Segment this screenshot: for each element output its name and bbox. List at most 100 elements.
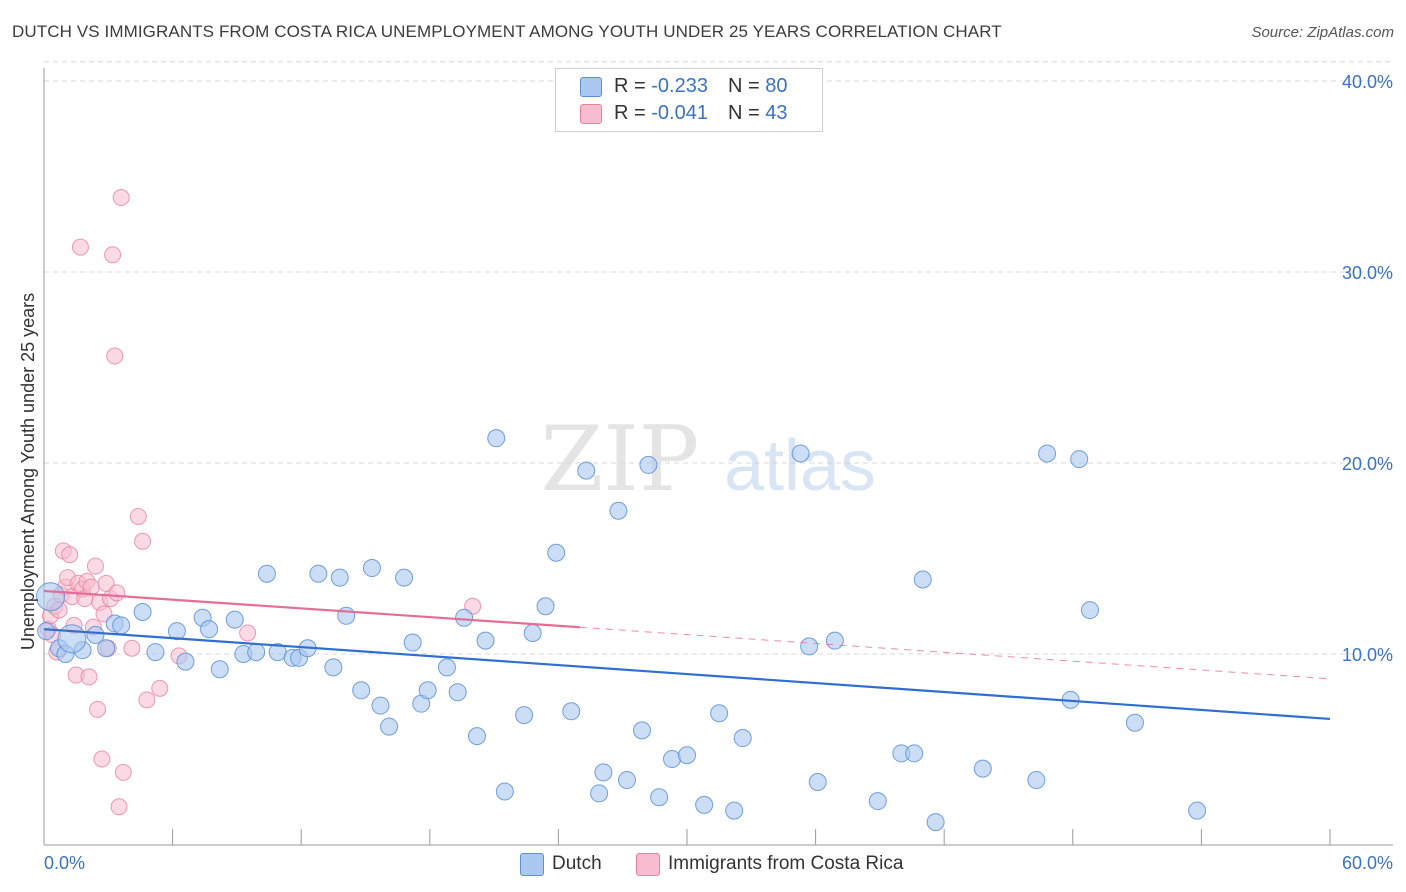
y-tick-label: 10.0% — [1342, 645, 1393, 665]
cr-r-label: R = — [614, 102, 652, 124]
point-dutch — [800, 637, 819, 656]
points-dutch — [35, 429, 1207, 832]
point-dutch — [133, 602, 152, 621]
point-costa-rica — [108, 584, 126, 602]
trend-line-costa-rica — [579, 626, 1331, 680]
point-dutch — [905, 744, 924, 763]
point-dutch — [1070, 450, 1089, 469]
point-costa-rica — [151, 679, 169, 697]
point-dutch — [973, 759, 992, 778]
point-dutch — [678, 746, 696, 765]
point-dutch — [467, 727, 486, 746]
point-costa-rica — [89, 700, 107, 718]
watermark: ZIP atlas — [541, 407, 876, 512]
point-dutch — [523, 623, 542, 642]
trend-line-dutch — [43, 628, 1331, 721]
point-dutch — [536, 597, 555, 616]
point-dutch — [324, 658, 343, 677]
point-dutch — [210, 660, 229, 679]
grid-layer — [44, 61, 1393, 655]
trend-layer — [43, 589, 1331, 721]
dutch-r-value: -0.233 — [651, 75, 708, 97]
point-dutch — [352, 681, 371, 700]
point-costa-rica — [129, 507, 147, 525]
point-costa-rica — [106, 347, 124, 365]
point-costa-rica — [61, 546, 79, 564]
point-costa-rica — [93, 750, 111, 768]
point-dutch — [639, 455, 658, 474]
y-tick-label: 40.0% — [1342, 72, 1393, 92]
dutch-n-label: N = — [727, 75, 766, 97]
point-dutch — [97, 639, 116, 658]
point-dutch — [791, 444, 810, 463]
point-dutch — [825, 631, 844, 650]
point-costa-rica — [114, 763, 132, 781]
point-dutch — [913, 570, 932, 589]
point-dutch — [487, 429, 506, 448]
point-costa-rica — [134, 532, 152, 550]
dutch-stats: R = -0.233 N = 80 — [614, 75, 787, 98]
y-tick-label: 20.0% — [1342, 454, 1393, 474]
chart-title: DUTCH VS IMMIGRANTS FROM COSTA RICA UNEM… — [12, 22, 1002, 41]
point-costa-rica — [138, 691, 156, 709]
point-dutch — [330, 568, 349, 587]
point-dutch — [577, 461, 596, 480]
point-costa-rica — [71, 238, 89, 256]
y-axis-title: Unemployment Among Youth under 25 years — [18, 293, 38, 650]
watermark-zip: ZIP — [541, 407, 700, 512]
point-costa-rica — [104, 246, 122, 264]
cr-r-value: -0.041 — [651, 102, 708, 124]
point-dutch — [309, 564, 328, 583]
point-dutch — [662, 750, 681, 769]
costa-rica-swatch — [580, 104, 602, 124]
point-dutch — [515, 706, 534, 725]
cr-n-value: 43 — [765, 102, 788, 124]
point-dutch — [437, 658, 456, 677]
point-dutch — [257, 564, 276, 583]
point-dutch — [362, 559, 381, 578]
trend-line-costa-rica — [43, 589, 580, 629]
point-dutch — [448, 683, 467, 702]
point-dutch — [146, 643, 165, 662]
cr-n-label: N = — [727, 102, 766, 124]
point-costa-rica — [80, 668, 98, 686]
point-costa-rica — [239, 624, 257, 642]
point-dutch — [1027, 771, 1046, 790]
dutch-r-label: R = — [614, 75, 652, 97]
point-dutch — [710, 704, 729, 723]
dutch-legend-swatch — [520, 853, 544, 876]
point-dutch — [476, 631, 495, 650]
point-dutch — [594, 763, 613, 782]
point-dutch — [337, 606, 356, 625]
point-dutch — [609, 501, 628, 520]
point-dutch — [371, 696, 390, 715]
point-dutch — [495, 782, 514, 801]
point-dutch — [725, 801, 744, 820]
point-dutch — [650, 788, 669, 807]
point-dutch — [167, 622, 186, 641]
correlation-legend: R = -0.233 N = 80 R = -0.041 N = 43 — [555, 68, 823, 132]
point-costa-rica — [86, 557, 104, 575]
y-tick-label: 30.0% — [1342, 263, 1393, 283]
point-dutch — [455, 608, 474, 627]
point-dutch — [176, 652, 195, 671]
x-tick-label: 60.0% — [1342, 853, 1393, 873]
point-dutch — [1125, 713, 1144, 732]
point-costa-rica — [112, 189, 130, 207]
point-dutch — [418, 681, 437, 700]
point-dutch — [617, 771, 636, 790]
point-dutch — [225, 610, 244, 629]
x-tick-label: 0.0% — [44, 853, 85, 873]
dutch-n-value: 80 — [765, 75, 788, 97]
point-dutch — [380, 717, 399, 736]
point-dutch — [57, 624, 87, 654]
point-costa-rica — [123, 639, 141, 657]
point-costa-rica — [110, 798, 128, 816]
point-dutch — [733, 729, 752, 748]
series-legend: Dutch Immigrants from Costa Rica — [0, 852, 1406, 878]
label-layer: 10.0% 20.0% 30.0% 40.0% 0.0% 60.0% Unemploymen… — [18, 72, 1393, 873]
watermark-atlas: atlas — [724, 426, 876, 506]
point-dutch — [35, 582, 65, 612]
point-dutch — [395, 568, 414, 587]
